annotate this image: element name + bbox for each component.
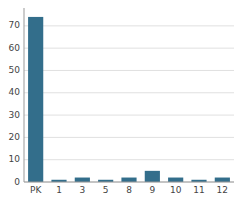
grid-line	[24, 48, 234, 49]
y-tick-label: 70	[9, 20, 21, 30]
grid-line	[24, 159, 234, 160]
grid-line	[24, 92, 234, 93]
chart-container: 0 10 20 30 40 50 60 70 PK 1 3 5 8 9 10 11 12	[0, 0, 240, 200]
grid-line	[24, 182, 234, 183]
grid	[24, 26, 234, 182]
bar	[168, 178, 183, 182]
y-tick-label: 30	[9, 110, 21, 120]
y-tick-label: 0	[14, 177, 20, 187]
x-tick-label: 10	[170, 185, 182, 195]
x-tick-label: 1	[56, 185, 62, 195]
chart: 0 10 20 30 40 50 60 70 PK 1 3 5 8 9 10 11 12	[0, 0, 240, 200]
grid-line	[24, 25, 234, 26]
y-tick-label: 20	[9, 132, 21, 142]
bar	[75, 178, 90, 182]
y-axis-line	[24, 8, 25, 182]
bar	[215, 178, 230, 182]
bars	[28, 17, 230, 182]
x-tick-label: 12	[217, 185, 228, 195]
x-tick-label: 11	[193, 185, 204, 195]
x-tick-label: 8	[126, 185, 132, 195]
x-axis-line	[24, 182, 234, 183]
grid-line	[24, 70, 234, 71]
bar	[121, 178, 136, 182]
bar	[28, 17, 43, 182]
bar	[145, 171, 160, 182]
x-ticks: PK 1 3 5 8 9 10 11 12	[30, 185, 228, 195]
x-tick-label: 3	[79, 185, 85, 195]
y-tick-label: 40	[9, 87, 21, 97]
x-tick-label: 5	[103, 185, 109, 195]
y-tick-label: 60	[9, 43, 21, 53]
y-tick-label: 50	[9, 65, 21, 75]
x-tick-label: 9	[149, 185, 155, 195]
x-tick-label: PK	[30, 185, 42, 195]
grid-line	[24, 115, 234, 116]
y-ticks: 0 10 20 30 40 50 60 70	[9, 20, 21, 186]
y-tick-label: 10	[9, 154, 21, 164]
grid-line	[24, 137, 234, 138]
